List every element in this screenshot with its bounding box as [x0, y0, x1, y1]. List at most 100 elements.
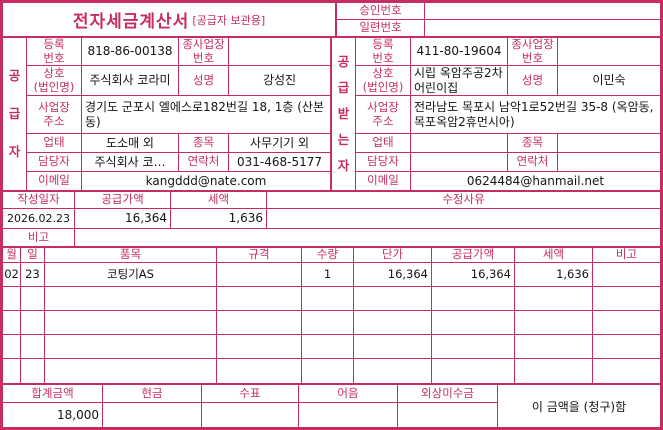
buyer-company-value: 시립 옥암주공2차 어린이집	[411, 66, 508, 95]
supplier-phone-label: 연락처	[179, 153, 229, 171]
buyer-regno-value: 411-80-19604	[411, 38, 508, 65]
check-value	[202, 403, 298, 427]
check-col: 수표	[202, 385, 299, 427]
item-day	[21, 311, 45, 334]
item-spec	[217, 263, 302, 286]
supplier-section: 공급자 등록 번호 818-86-00138 종사업장 번호 상호 (법인명) …	[3, 38, 332, 190]
issue-date-value: 2026.02.23	[3, 209, 75, 228]
supplier-biztype-row: 업태 도소매 외 종목 사무기기 외	[27, 134, 330, 153]
serial-row: 일련번호	[337, 20, 660, 36]
payment-statement: 이 금액을 (청구)함	[531, 399, 627, 414]
col-tax-header: 세액	[515, 248, 593, 262]
item-qty	[302, 287, 354, 310]
item-spec	[217, 335, 302, 358]
supplier-person-value: 주식회사 코…	[82, 153, 179, 171]
supply-amount-label: 공급가액	[75, 192, 171, 208]
buyer-regno-row: 등록 번호 411-80-19604 종사업장 번호	[356, 38, 660, 66]
item-name	[45, 335, 217, 358]
supplier-contact-row: 담당자 주식회사 코… 연락처 031-468-5177	[27, 153, 330, 172]
header-band: 전자세금계산서 [공급자 보관용] 승인번호 일련번호	[3, 3, 660, 38]
item-month	[3, 311, 21, 334]
item-tax	[515, 359, 593, 383]
supplier-ceo-value: 강성진	[262, 73, 297, 88]
supplier-bizitem-label: 종목	[179, 134, 229, 152]
item-note	[593, 335, 660, 358]
item-row	[3, 359, 660, 383]
serial-no-label: 일련번호	[337, 20, 425, 36]
remark-label: 비고	[3, 229, 75, 246]
item-row	[3, 335, 660, 359]
item-qty	[302, 359, 354, 383]
item-name: 코팅기AS	[45, 263, 217, 286]
col-day-header: 일	[21, 248, 45, 262]
item-supply	[432, 287, 515, 310]
supplier-company-value: 주식회사 코라미	[82, 66, 179, 95]
buyer-biztype-label: 업태	[356, 134, 411, 152]
item-unitprice	[354, 359, 432, 383]
item-row	[3, 287, 660, 311]
item-tax	[515, 335, 593, 358]
supplier-side-label: 공급자	[8, 68, 21, 159]
tax-amount-value: 1,636	[171, 209, 267, 228]
summary-header-row: 작성일자 공급가액 세액 수정사유	[3, 192, 660, 209]
buyer-address-value: 전라남도 목포시 남악1로52번길 35-8 (옥암동, 목포옥암2휴먼시아)	[414, 100, 654, 129]
item-spec	[217, 311, 302, 334]
invoice-title-text: 전자세금계산서	[72, 12, 190, 32]
remark-value	[75, 229, 660, 246]
receivable-label: 외상미수금	[398, 385, 497, 403]
buyer-person-value	[411, 153, 508, 171]
item-month: 02	[3, 263, 21, 286]
buyer-email-row: 이메일 0624484@hanmail.net	[356, 172, 660, 190]
supplier-address-label: 사업장 주소	[27, 96, 82, 133]
buyer-ceo-label: 성명	[508, 66, 558, 95]
item-supply	[432, 311, 515, 334]
supplier-phone-value: 031-468-5177	[236, 154, 322, 169]
item-supply	[432, 335, 515, 358]
supply-amount-value: 16,364	[75, 209, 171, 228]
supplier-biztype-value: 도소매 외	[82, 134, 179, 152]
invoice-title: 전자세금계산서 [공급자 보관용]	[3, 3, 337, 36]
item-unitprice	[354, 287, 432, 310]
supplier-regno-row: 등록 번호 818-86-00138 종사업장 번호	[27, 38, 330, 66]
revision-reason-label: 수정사유	[442, 192, 485, 207]
item-qty	[302, 311, 354, 334]
buyer-bizitem-value	[558, 134, 660, 152]
item-supply	[432, 359, 515, 383]
cash-value	[103, 403, 201, 427]
parties-band: 공급자 등록 번호 818-86-00138 종사업장 번호 상호 (법인명) …	[3, 38, 660, 192]
approval-serial-block: 승인번호 일련번호	[337, 3, 660, 36]
buyer-section: 공급받는자 등록 번호 411-80-19604 종사업장 번호 상호 (법인명…	[332, 38, 660, 190]
col-item-header: 품목	[45, 248, 217, 262]
item-unitprice	[354, 335, 432, 358]
summary-band: 작성일자 공급가액 세액 수정사유 2026.02.23 16,364 1,63…	[3, 192, 660, 248]
buyer-address-row: 사업장 주소 전라남도 목포시 남악1로52번길 35-8 (옥암동, 목포옥암…	[356, 96, 660, 134]
item-name	[45, 359, 217, 383]
col-unitprice-header: 단가	[354, 248, 432, 262]
bill-label: 어음	[299, 385, 397, 403]
tax-amount-label: 세액	[171, 192, 267, 208]
item-qty	[302, 335, 354, 358]
item-spec	[217, 287, 302, 310]
supplier-address-row: 사업장 주소 경기도 군포시 엘에스로182번길 18, 1층 (산본동)	[27, 96, 330, 134]
supplier-person-label: 담당자	[27, 153, 82, 171]
item-note	[593, 311, 660, 334]
buyer-side-label: 공급받는자	[337, 54, 350, 173]
bill-value	[299, 403, 397, 427]
item-row	[3, 311, 660, 335]
buyer-regno-label: 등록 번호	[356, 38, 411, 65]
revision-reason-value	[267, 209, 660, 228]
receivable-value	[398, 403, 497, 427]
item-day	[21, 359, 45, 383]
item-day	[21, 335, 45, 358]
item-note	[593, 263, 660, 286]
item-unitprice: 16,364	[354, 263, 432, 286]
approval-row: 승인번호	[337, 3, 660, 20]
buyer-biztype-row: 업태 종목	[356, 134, 660, 153]
buyer-person-label: 담당자	[356, 153, 411, 171]
supplier-ceo-label: 성명	[179, 66, 229, 95]
item-day	[21, 287, 45, 310]
buyer-side-label-cell: 공급받는자	[332, 38, 356, 190]
cash-col: 현금	[103, 385, 202, 427]
item-month	[3, 335, 21, 358]
buyer-address-label: 사업장 주소	[356, 96, 411, 133]
